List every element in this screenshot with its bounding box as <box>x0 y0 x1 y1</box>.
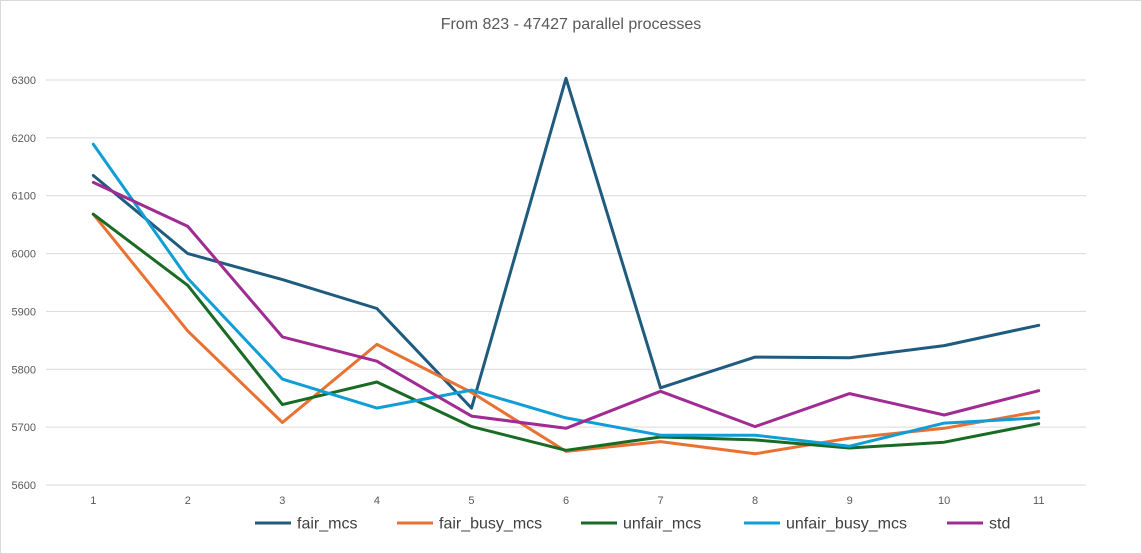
series-line-fair_mcs <box>91 76 1041 410</box>
legend-label-unfair_mcs: unfair_mcs <box>623 516 701 533</box>
y-tick-label: 6300 <box>12 75 36 87</box>
y-tick-label: 6200 <box>12 133 36 145</box>
x-tick-label: 4 <box>374 495 380 507</box>
legend: fair_mcs fair_busy_mcs unfair_mcs unfair_bu… <box>255 516 1010 533</box>
x-tick-label: 6 <box>563 495 569 507</box>
x-axis-ticks: 1 2 3 4 5 6 7 8 9 10 11 <box>90 495 1044 507</box>
x-tick-label: 10 <box>938 495 950 507</box>
x-tick-label: 9 <box>847 495 853 507</box>
legend-label-unfair_busy_mcs: unfair_busy_mcs <box>786 516 907 533</box>
x-tick-label: 1 <box>90 495 96 507</box>
y-tick-label: 5700 <box>12 422 36 434</box>
legend-label-std: std <box>989 516 1010 533</box>
series-line-unfair_mcs <box>91 212 1041 452</box>
x-tick-label: 3 <box>279 495 285 507</box>
y-tick-label: 5600 <box>12 480 36 492</box>
y-tick-label: 6100 <box>12 191 36 203</box>
y-tick-label: 6000 <box>12 249 36 261</box>
x-tick-label: 7 <box>657 495 663 507</box>
series-line-unfair_busy_mcs <box>91 142 1041 448</box>
x-tick-label: 2 <box>185 495 191 507</box>
grid-lines <box>46 79 1086 486</box>
x-tick-label: 5 <box>468 495 474 507</box>
chart-title: From 823 - 47427 parallel processes <box>441 16 702 33</box>
legend-label-fair_mcs: fair_mcs <box>297 516 357 533</box>
legend-label-fair_busy_mcs: fair_busy_mcs <box>439 516 542 533</box>
x-tick-label: 11 <box>1033 495 1044 507</box>
series-lines <box>91 76 1041 456</box>
y-axis-ticks: 5600 5700 5800 5900 6000 6100 6200 6300 <box>12 75 36 492</box>
y-tick-label: 5900 <box>12 306 36 318</box>
x-tick-label: 8 <box>752 495 758 507</box>
y-tick-label: 5800 <box>12 364 36 376</box>
series-line-std <box>91 180 1041 430</box>
